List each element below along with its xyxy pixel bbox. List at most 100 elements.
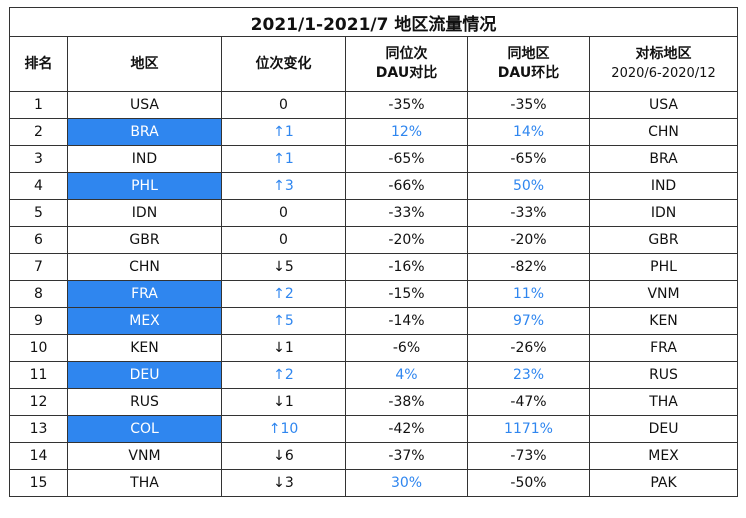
rank-cell: 11 <box>9 361 68 389</box>
same-rank-dau-cell: -16% <box>345 253 468 281</box>
rank-change-cell: ↓1 <box>221 334 346 362</box>
same-rank-dau-cell: -38% <box>345 388 468 416</box>
same-region-dau-cell: -73% <box>467 442 590 470</box>
same-region-dau-cell: 11% <box>467 280 590 308</box>
same-region-dau-cell: -50% <box>467 469 590 497</box>
rank-change-cell: ↓1 <box>221 388 346 416</box>
header-rank: 排名 <box>9 36 68 92</box>
header-benchmark-line2: 2020/6-2020/12 <box>611 66 716 81</box>
benchmark-region-cell: VNM <box>588 280 739 308</box>
benchmark-region-cell: PAK <box>588 469 739 497</box>
benchmark-region-cell: THA <box>588 388 739 416</box>
table-row: 5 IDN 0 -33% -33% IDN <box>9 199 739 227</box>
region-cell: IDN <box>67 199 222 227</box>
region-cell: BRA <box>67 118 222 146</box>
same-rank-dau-cell: 4% <box>345 361 468 389</box>
header-same-region-line2: DAU环比 <box>497 65 560 81</box>
same-rank-dau-cell: -66% <box>345 172 468 200</box>
region-cell: MEX <box>67 307 222 335</box>
same-rank-dau-cell: -42% <box>345 415 468 443</box>
table-header-row: 排名 地区 位次变化 同位次 DAU对比 同地区 DAU环比 对标地区 2020… <box>9 36 739 92</box>
region-cell: PHL <box>67 172 222 200</box>
rank-change-cell: ↑1 <box>221 118 346 146</box>
region-cell: USA <box>67 91 222 119</box>
table-body: 1 USA 0 -35% -35% USA 2 BRA ↑1 12% 14% CHN 3 IND ↑1 -65… <box>9 91 739 497</box>
header-same-rank-dau: 同位次 DAU对比 <box>345 36 468 92</box>
table-row: 12 RUS ↓1 -38% -47% THA <box>9 388 739 416</box>
rank-cell: 10 <box>9 334 68 362</box>
same-region-dau-cell: -26% <box>467 334 590 362</box>
header-benchmark: 对标地区 2020/6-2020/12 <box>588 36 739 92</box>
rank-cell: 13 <box>9 415 68 443</box>
table-row: 6 GBR 0 -20% -20% GBR <box>9 226 739 254</box>
table-row: 9 MEX ↑5 -14% 97% KEN <box>9 307 739 335</box>
table-row: 3 IND ↑1 -65% -65% BRA <box>9 145 739 173</box>
rank-cell: 8 <box>9 280 68 308</box>
same-rank-dau-cell: -6% <box>345 334 468 362</box>
table-title: 2021/1-2021/7 地区流量情况 <box>8 7 739 37</box>
benchmark-region-cell: PHL <box>588 253 739 281</box>
same-rank-dau-cell: -37% <box>345 442 468 470</box>
rank-change-cell: ↑2 <box>221 361 346 389</box>
rank-cell: 2 <box>9 118 68 146</box>
same-rank-dau-cell: 30% <box>345 469 468 497</box>
rank-cell: 3 <box>9 145 68 173</box>
same-region-dau-cell: 97% <box>467 307 590 335</box>
same-rank-dau-cell: -65% <box>345 145 468 173</box>
table-title-row: 2021/1-2021/7 地区流量情况 <box>8 7 739 37</box>
rank-change-cell: ↓6 <box>221 442 346 470</box>
header-same-rank-line1: 同位次 <box>385 46 428 62</box>
table-row: 13 COL ↑10 -42% 1171% DEU <box>9 415 739 443</box>
rank-change-cell: 0 <box>221 199 346 227</box>
same-region-dau-cell: -35% <box>467 91 590 119</box>
rank-change-cell: ↑1 <box>221 145 346 173</box>
rank-change-cell: ↑10 <box>221 415 346 443</box>
table-row: 7 CHN ↓5 -16% -82% PHL <box>9 253 739 281</box>
rank-cell: 14 <box>9 442 68 470</box>
benchmark-region-cell: FRA <box>588 334 739 362</box>
same-region-dau-cell: -82% <box>467 253 590 281</box>
benchmark-region-cell: IDN <box>588 199 739 227</box>
same-region-dau-cell: 23% <box>467 361 590 389</box>
benchmark-region-cell: MEX <box>588 442 739 470</box>
header-benchmark-line1: 对标地区 <box>635 46 692 62</box>
header-same-region-line1: 同地区 <box>507 46 550 62</box>
region-cell: VNM <box>67 442 222 470</box>
header-region: 地区 <box>67 36 222 92</box>
table-row: 11 DEU ↑2 4% 23% RUS <box>9 361 739 389</box>
region-cell: IND <box>67 145 222 173</box>
benchmark-region-cell: USA <box>588 91 739 119</box>
same-region-dau-cell: -20% <box>467 226 590 254</box>
same-rank-dau-cell: -15% <box>345 280 468 308</box>
header-rank-change: 位次变化 <box>221 36 346 92</box>
table-row: 15 THA ↓3 30% -50% PAK <box>9 469 739 497</box>
same-rank-dau-cell: -33% <box>345 199 468 227</box>
region-cell: THA <box>67 469 222 497</box>
benchmark-region-cell: IND <box>588 172 739 200</box>
header-same-rank-line2: DAU对比 <box>375 65 438 81</box>
benchmark-region-cell: KEN <box>588 307 739 335</box>
table-row: 4 PHL ↑3 -66% 50% IND <box>9 172 739 200</box>
region-cell: CHN <box>67 253 222 281</box>
region-cell: GBR <box>67 226 222 254</box>
table-row: 2 BRA ↑1 12% 14% CHN <box>9 118 739 146</box>
region-cell: DEU <box>67 361 222 389</box>
rank-cell: 6 <box>9 226 68 254</box>
rank-cell: 4 <box>9 172 68 200</box>
same-region-dau-cell: 50% <box>467 172 590 200</box>
benchmark-region-cell: RUS <box>588 361 739 389</box>
rank-cell: 12 <box>9 388 68 416</box>
same-region-dau-cell: 1171% <box>467 415 590 443</box>
benchmark-region-cell: BRA <box>588 145 739 173</box>
table-row: 8 FRA ↑2 -15% 11% VNM <box>9 280 739 308</box>
same-rank-dau-cell: -20% <box>345 226 468 254</box>
rank-change-cell: ↓5 <box>221 253 346 281</box>
rank-change-cell: ↑5 <box>221 307 346 335</box>
benchmark-region-cell: DEU <box>588 415 739 443</box>
same-rank-dau-cell: -14% <box>345 307 468 335</box>
table-row: 14 VNM ↓6 -37% -73% MEX <box>9 442 739 470</box>
region-cell: COL <box>67 415 222 443</box>
region-cell: RUS <box>67 388 222 416</box>
rank-change-cell: ↑3 <box>221 172 346 200</box>
same-region-dau-cell: -33% <box>467 199 590 227</box>
